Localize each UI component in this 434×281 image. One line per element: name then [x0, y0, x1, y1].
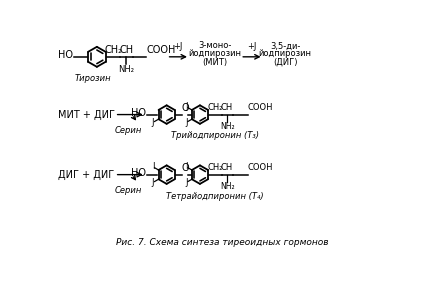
Text: Трийодпиронин (Т₃): Трийодпиронин (Т₃) — [171, 131, 259, 140]
Text: Рис. 7. Схема синтеза тиреоидных гормонов: Рис. 7. Схема синтеза тиреоидных гормоно… — [116, 238, 329, 247]
Text: Тетрайодпиронин (Т₄): Тетрайодпиронин (Т₄) — [166, 192, 264, 201]
Text: O: O — [181, 163, 189, 173]
Text: COOH: COOH — [248, 163, 273, 172]
Text: J: J — [185, 102, 187, 111]
Text: (МИТ): (МИТ) — [202, 58, 227, 67]
Text: Тирозин: Тирозин — [75, 74, 111, 83]
Text: J: J — [185, 178, 187, 187]
Text: J: J — [152, 178, 154, 187]
Text: HO: HO — [132, 168, 147, 178]
Text: J: J — [185, 118, 187, 127]
Text: МИТ + ДИГ: МИТ + ДИГ — [58, 110, 115, 120]
Text: O: O — [181, 103, 189, 113]
Text: NH₂: NH₂ — [118, 65, 135, 74]
Text: COOH: COOH — [248, 103, 273, 112]
Text: Серин: Серин — [115, 126, 142, 135]
Text: CH₂: CH₂ — [208, 163, 223, 172]
Text: I: I — [185, 162, 187, 171]
Text: COOH: COOH — [147, 44, 176, 55]
Text: ДИГ + ДИГ: ДИГ + ДИГ — [58, 170, 115, 180]
Text: +J: +J — [174, 42, 183, 51]
Text: 3-моно-: 3-моно- — [198, 41, 231, 50]
Text: CH: CH — [119, 44, 133, 55]
Text: (ДИГ): (ДИГ) — [273, 58, 297, 67]
Text: HO: HO — [132, 108, 147, 118]
Text: CH₂: CH₂ — [208, 103, 223, 112]
Text: йодпирозин: йодпирозин — [188, 49, 241, 58]
Text: NH₂: NH₂ — [220, 122, 234, 131]
Text: +J: +J — [247, 42, 256, 51]
Text: CH: CH — [221, 103, 233, 112]
Text: NH₂: NH₂ — [220, 182, 234, 191]
Text: I: I — [152, 162, 154, 171]
Text: CH₂: CH₂ — [105, 44, 122, 55]
Text: 3,5-ди-: 3,5-ди- — [270, 41, 300, 50]
Text: HO: HO — [58, 50, 73, 60]
Text: Серин: Серин — [115, 186, 142, 195]
Text: CH: CH — [221, 163, 233, 172]
Text: J: J — [152, 118, 154, 127]
Text: йодпирозин: йодпирозин — [259, 49, 312, 58]
